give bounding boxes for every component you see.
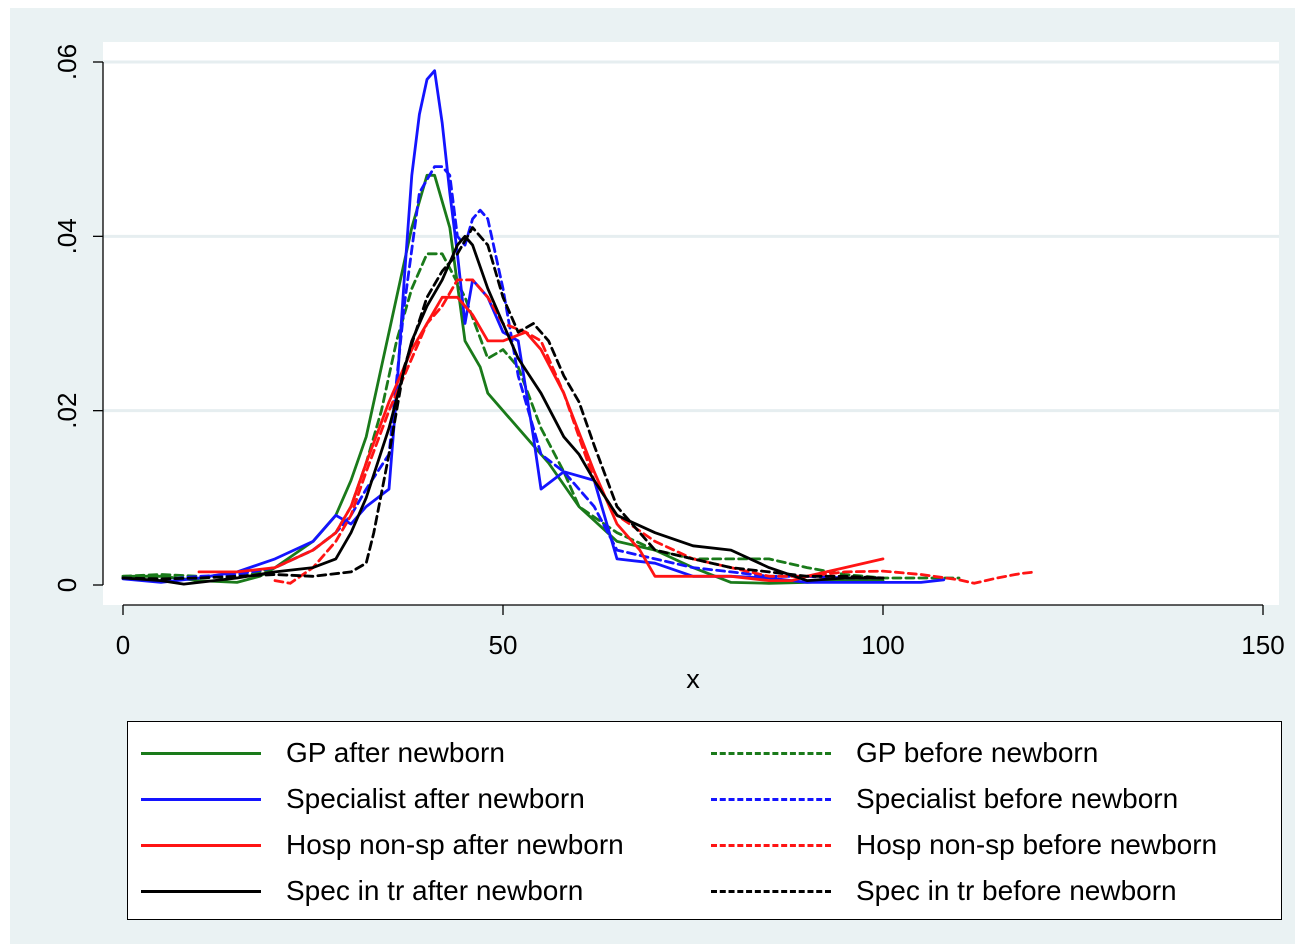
legend-swatch [711,797,831,801]
legend-item: GP before newborn [711,736,1098,770]
legend-label: Spec in tr before newborn [856,875,1177,906]
series-line-spec-in-tr-after-newborn [121,234,885,586]
series-lines [121,69,1037,586]
line-chart: 0 .02 .04 .06 0 50 100 150 x [52,42,1285,694]
legend-item: Spec in tr before newborn [711,874,1177,908]
plot-area [103,42,1279,605]
axes: 0 .02 .04 .06 0 50 100 150 [52,44,1285,660]
grid-lines [103,60,1279,413]
legend-label: Hosp non-sp after newborn [286,829,624,860]
legend-swatch [141,751,261,755]
series-line-hosp-non-sp-after-newborn [197,295,885,582]
y-tick-label: .04 [52,218,82,254]
x-tick-label: 100 [861,630,904,660]
legend-swatch [141,889,261,893]
series-line-hosp-non-sp-before-newborn [273,278,1037,585]
legend-swatch [711,889,831,893]
legend-item: Hosp non-sp after newborn [141,828,624,862]
y-tick-label: 0 [52,578,82,592]
legend-swatch [141,843,261,847]
legend-label: Hosp non-sp before newborn [856,829,1218,860]
legend-swatch [711,751,831,755]
legend: GP after newborn GP before newborn Special… [127,721,1282,920]
legend-item: Specialist after newborn [141,782,585,816]
legend-label: Spec in tr after newborn [286,875,584,906]
legend-swatch [141,797,261,801]
legend-item: GP after newborn [141,736,505,770]
y-tick-label: .02 [52,393,82,429]
legend-item: Specialist before newborn [711,782,1178,816]
x-tick-label: 0 [116,630,130,660]
chart-frame: 0.02.04.06 0 50 100 150 x GP after newborn GP… [10,8,1295,944]
legend-label: GP after newborn [286,737,505,768]
y-tick-label: .06 [52,44,82,80]
legend-item: Spec in tr after newborn [141,874,583,908]
x-tick-label: 150 [1241,630,1284,660]
x-tick-label: 50 [489,630,518,660]
legend-label: Specialist before newborn [856,783,1179,814]
series-line-spec-in-tr-before-newborn [121,226,885,581]
x-axis-title: x [686,664,700,694]
legend-swatch [711,843,831,847]
legend-label: GP before newborn [856,737,1099,768]
legend-label: Specialist after newborn [286,783,585,814]
legend-item: Hosp non-sp before newborn [711,828,1217,862]
